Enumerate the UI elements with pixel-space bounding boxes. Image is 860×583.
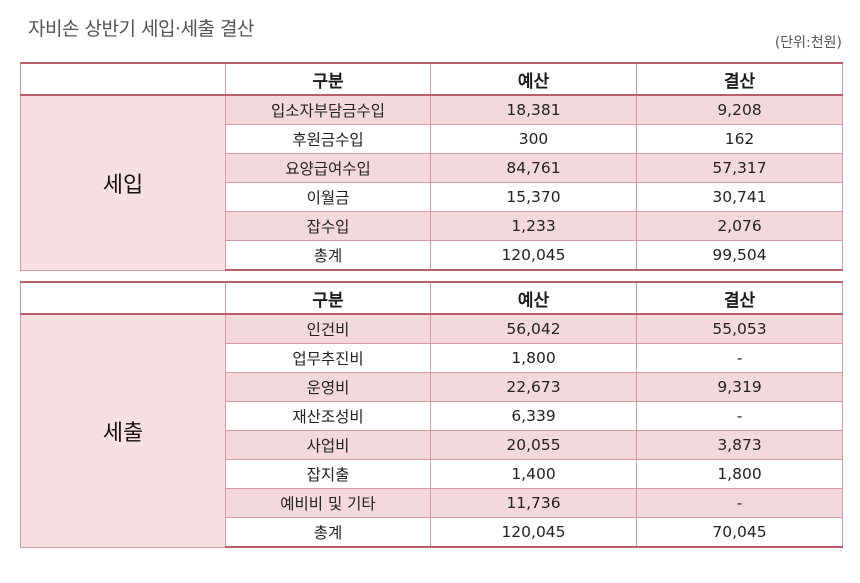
row-budget: 6,339 [430, 401, 637, 431]
row-item: 총계 [225, 240, 431, 271]
header-category: 구분 [225, 281, 431, 315]
row-budget: 84,761 [430, 153, 637, 183]
table-row: 총계 120,045 99,504 [21, 240, 843, 271]
page-title: 자비손 상반기 세입·세출 결산 [28, 18, 254, 40]
expense-body: 세출 인건비 56,042 55,053 업무추진비 1,800- 운영비 22,673 9,3… [20, 313, 843, 548]
row-budget: 22,673 [430, 372, 637, 402]
row-item: 업무추진비 [225, 343, 431, 373]
table-row: 재산조성비 6,339- [21, 401, 843, 431]
row-item: 재산조성비 [225, 401, 431, 431]
table-row: 세출 인건비 56,042 55,053 [20, 313, 843, 548]
row-budget: 300 [430, 124, 637, 154]
table-row: 예비비 및 기타 11,736- [21, 488, 843, 518]
row-budget: 56,042 [430, 313, 637, 344]
row-item: 총계 [225, 517, 431, 548]
row-settlement: 1,800 [636, 459, 843, 489]
row-settlement: 3,873 [636, 430, 843, 460]
row-settlement: 30,741 [636, 182, 843, 212]
row-item: 입소자부담금수입 [225, 94, 431, 125]
row-item: 잡수입 [225, 211, 431, 241]
income-table: 구분 예산 결산 세입 입소자부담금수입 18,381 9,208 후원금수입 300 16… [20, 62, 843, 271]
table-row: 이월금 15,370 30,741 [21, 182, 843, 212]
header-blank [20, 281, 226, 315]
header-budget: 예산 [430, 281, 637, 315]
income-group-label: 세입 [20, 94, 226, 271]
row-item: 이월금 [225, 182, 431, 212]
income-header-row: 구분 예산 결산 [20, 62, 843, 96]
table-row: 잡지출 1,400 1,800 [21, 459, 843, 489]
row-item: 예비비 및 기타 [225, 488, 431, 518]
table-row: 후원금수입 300 162 [21, 124, 843, 154]
row-settlement: 55,053 [636, 313, 843, 344]
row-budget: 11,736 [430, 488, 637, 518]
row-item: 잡지출 [225, 459, 431, 489]
row-settlement: 2,076 [636, 211, 843, 241]
row-item: 요양급여수입 [225, 153, 431, 183]
header-category: 구분 [225, 62, 431, 96]
row-item: 후원금수입 [225, 124, 431, 154]
table-row: 사업비 20,055 3,873 [21, 430, 843, 460]
row-budget: 1,800 [430, 343, 637, 373]
row-settlement: - [636, 343, 843, 373]
row-budget: 120,045 [430, 517, 637, 548]
row-budget: 1,233 [430, 211, 637, 241]
row-settlement: 70,045 [636, 517, 843, 548]
table-row: 운영비 22,673 9,319 [21, 372, 843, 402]
row-settlement: 162 [636, 124, 843, 154]
table-row: 잡수입 1,233 2,076 [21, 211, 843, 241]
header-budget: 예산 [430, 62, 637, 96]
row-settlement: 9,319 [636, 372, 843, 402]
row-budget: 20,055 [430, 430, 637, 460]
row-settlement: 99,504 [636, 240, 843, 271]
table-row: 업무추진비 1,800- [21, 343, 843, 373]
expense-group-label: 세출 [20, 313, 226, 548]
expense-table: 구분 예산 결산 세출 인건비 56,042 55,053 업무추진비 1,800- 운영비… [20, 281, 843, 548]
row-settlement: - [636, 401, 843, 431]
header-settlement: 결산 [636, 281, 843, 315]
expense-header-row: 구분 예산 결산 [20, 281, 843, 315]
table-row: 세입 입소자부담금수입 18,381 9,208 [20, 94, 843, 271]
row-settlement: 57,317 [636, 153, 843, 183]
row-budget: 15,370 [430, 182, 637, 212]
table-row: 총계 120,045 70,045 [21, 517, 843, 548]
row-item: 인건비 [225, 313, 431, 344]
row-budget: 18,381 [430, 94, 637, 125]
row-budget: 120,045 [430, 240, 637, 271]
row-budget: 1,400 [430, 459, 637, 489]
row-item: 사업비 [225, 430, 431, 460]
header-blank [20, 62, 226, 96]
row-settlement: 9,208 [636, 94, 843, 125]
table-row: 요양급여수입 84,761 57,317 [21, 153, 843, 183]
header-settlement: 결산 [636, 62, 843, 96]
unit-label: (단위:천원) [774, 35, 842, 51]
row-item: 운영비 [225, 372, 431, 402]
row-settlement: - [636, 488, 843, 518]
income-body: 세입 입소자부담금수입 18,381 9,208 후원금수입 300 162 요양급여수입 84… [20, 94, 843, 271]
